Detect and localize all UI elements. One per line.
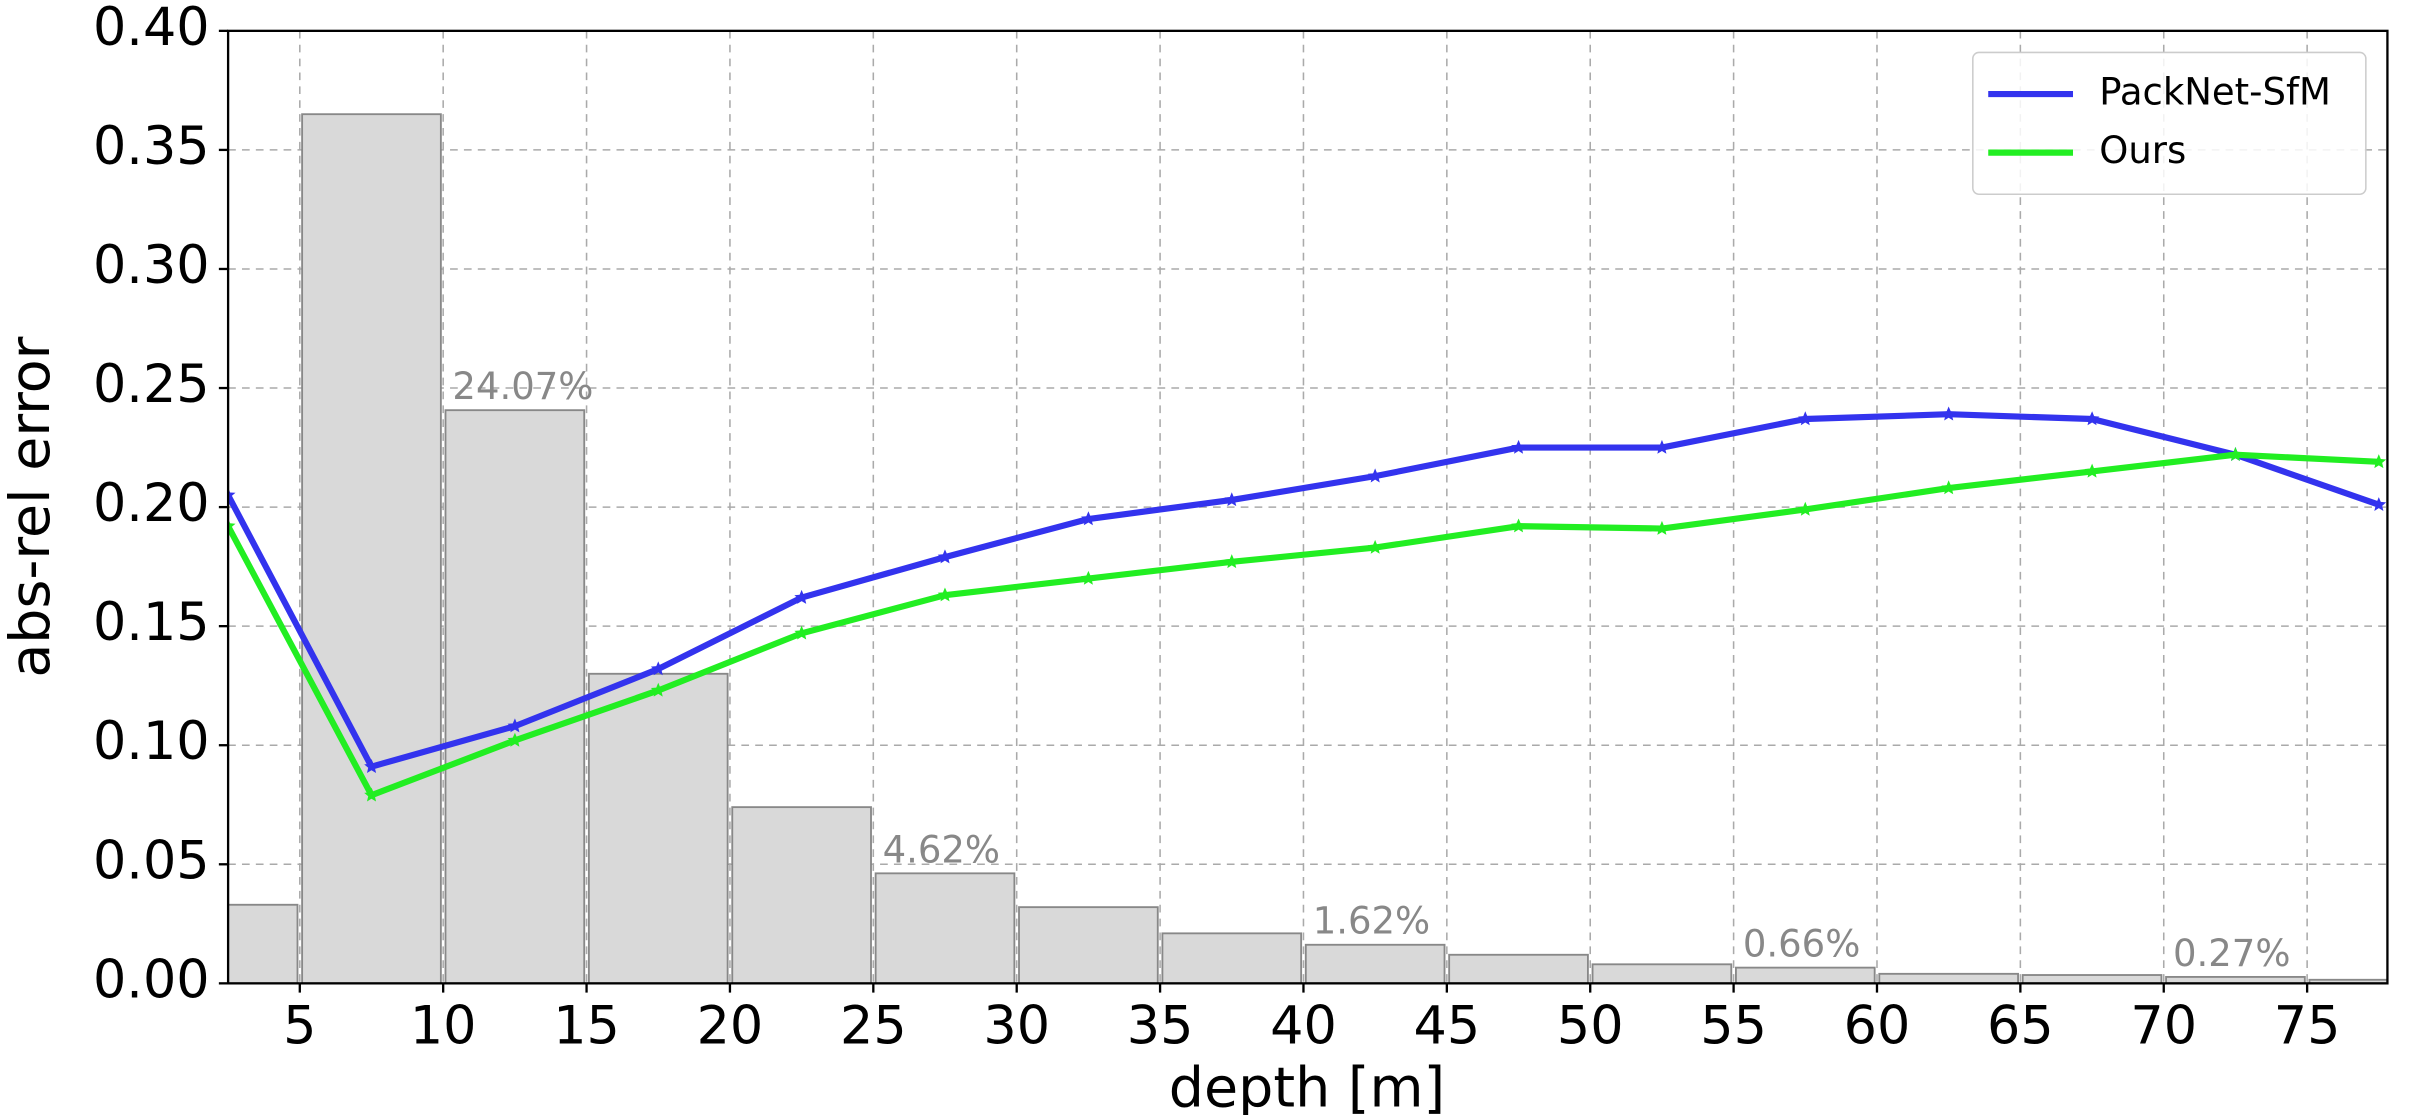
series-marker	[650, 682, 666, 697]
series-marker	[2084, 411, 2100, 426]
y-tick-label: 0.20	[93, 473, 210, 534]
grid	[228, 30, 2388, 985]
y-tick-label: 0.05	[93, 830, 210, 891]
series-marker	[2228, 446, 2243, 462]
x-tick-label: 30	[983, 996, 1050, 1057]
histogram-bar	[1591, 963, 1733, 984]
bar-value-label: 24.07%	[452, 365, 593, 408]
x-tick-label: 15	[553, 996, 620, 1057]
series-marker	[2371, 497, 2387, 511]
histogram-bar	[2021, 974, 2163, 984]
x-tick-label: 50	[1557, 996, 1624, 1057]
series-line	[228, 411, 2380, 770]
legend-label: PackNet-SfM	[2099, 71, 2331, 114]
legend-label: Ours	[2099, 129, 2186, 172]
histogram	[228, 113, 2388, 984]
series-marker	[1224, 554, 1240, 569]
x-tick-label: 35	[1127, 996, 1194, 1057]
series-marker	[937, 549, 953, 564]
histogram-bar	[444, 409, 586, 984]
series-marker	[507, 718, 523, 733]
histogram-bar	[1161, 932, 1303, 984]
y-tick-label: 0.30	[93, 235, 210, 296]
x-tick-label: 20	[697, 996, 764, 1057]
series-marker	[1511, 518, 1526, 533]
histogram-bar	[587, 672, 729, 984]
legend-box	[1972, 51, 2367, 195]
series-marker	[364, 787, 379, 802]
x-tick-label: 10	[410, 996, 477, 1057]
series-marker	[1511, 439, 1526, 454]
x-tick-label: 25	[840, 996, 907, 1057]
series-marker	[650, 661, 666, 676]
plot-frame	[226, 29, 2389, 985]
series-marker	[1224, 492, 1240, 507]
lines	[228, 406, 2387, 802]
histogram-bar	[1018, 906, 1159, 984]
x-tick-label: 75	[2274, 996, 2341, 1057]
x-tick-label: 55	[1700, 996, 1767, 1057]
x-axis-label: depth [m]	[1169, 1056, 1445, 1115]
series-marker	[794, 625, 810, 640]
ticks: 0.00 0.05 0.10 0.15 0.20 0.25 0.30 0.35 0.40 5 10 1…	[93, 0, 2341, 1057]
series-marker	[364, 758, 379, 773]
series-marker	[228, 487, 236, 502]
bar-value-label: 0.66%	[1743, 923, 1860, 966]
histogram-bar	[301, 113, 442, 984]
series-marker	[1367, 468, 1383, 483]
series-marker	[1941, 480, 1957, 495]
y-axis-label: abs-rel error	[0, 336, 63, 677]
y-tick-label: 0.35	[93, 116, 210, 177]
histogram-bar	[228, 903, 299, 984]
series-marker	[794, 589, 810, 604]
histogram-bar	[1878, 972, 2019, 984]
series-marker	[507, 732, 523, 747]
histogram-bar	[874, 872, 1016, 984]
y-tick-label: 0.00	[93, 949, 210, 1010]
histogram-bar	[1304, 943, 1446, 984]
x-tick-label: 45	[1414, 996, 1481, 1057]
histogram-bar	[1734, 966, 1876, 984]
histogram-bar	[731, 806, 872, 984]
y-tick-label: 0.15	[93, 592, 210, 653]
bar-value-label: 1.62%	[1313, 900, 1431, 943]
histogram-bar	[1448, 953, 1589, 984]
series-line	[228, 451, 2379, 799]
series-marker	[2084, 463, 2100, 478]
series-marker	[1798, 411, 1813, 426]
series-marker	[1081, 511, 1096, 526]
series-marker	[1941, 406, 1957, 421]
series-marker	[1654, 520, 1670, 535]
series-marker	[2371, 454, 2387, 469]
x-tick-label: 5	[283, 996, 316, 1057]
series-marker	[1798, 501, 1813, 516]
x-tick-label: 60	[1844, 996, 1911, 1057]
y-tick-label: 0.40	[93, 0, 210, 58]
series-marker	[1367, 539, 1383, 554]
legend: PackNet-SfM Ours	[1972, 51, 2367, 195]
x-tick-label: 70	[2130, 996, 2197, 1057]
bar-value-label: 0.27%	[2173, 932, 2291, 975]
series-marker	[937, 587, 953, 602]
y-tick-label: 0.10	[93, 711, 210, 772]
series-marker	[1081, 570, 1096, 585]
x-tick-label: 65	[1987, 996, 2054, 1057]
bar-value-label: 4.62%	[883, 828, 1000, 871]
series-marker	[1654, 439, 1670, 454]
y-tick-label: 0.25	[93, 354, 210, 415]
series-marker	[228, 518, 236, 533]
x-tick-label: 40	[1270, 996, 1337, 1057]
